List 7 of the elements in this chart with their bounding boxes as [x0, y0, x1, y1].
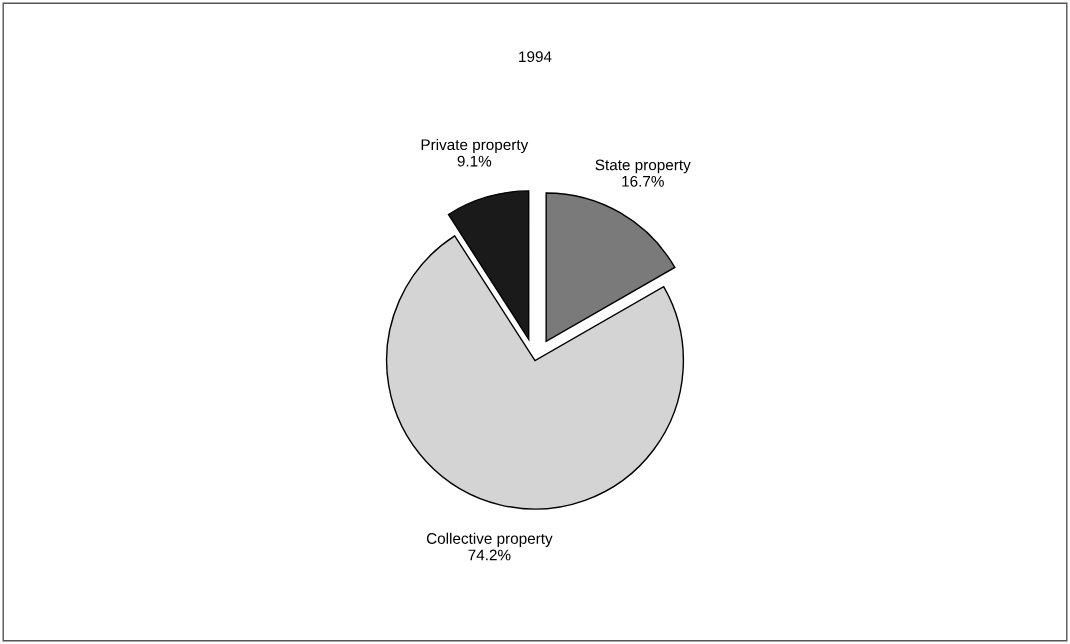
slice-label: Private property — [421, 138, 529, 154]
data-label: 9.1% — [457, 155, 492, 167]
data-label: 16.7% — [622, 175, 664, 187]
chart-title: 1994 — [519, 51, 552, 63]
slice-label: State property — [595, 159, 691, 174]
slice-label: Collective property — [426, 532, 553, 547]
data-label: 74.2% — [468, 549, 511, 561]
